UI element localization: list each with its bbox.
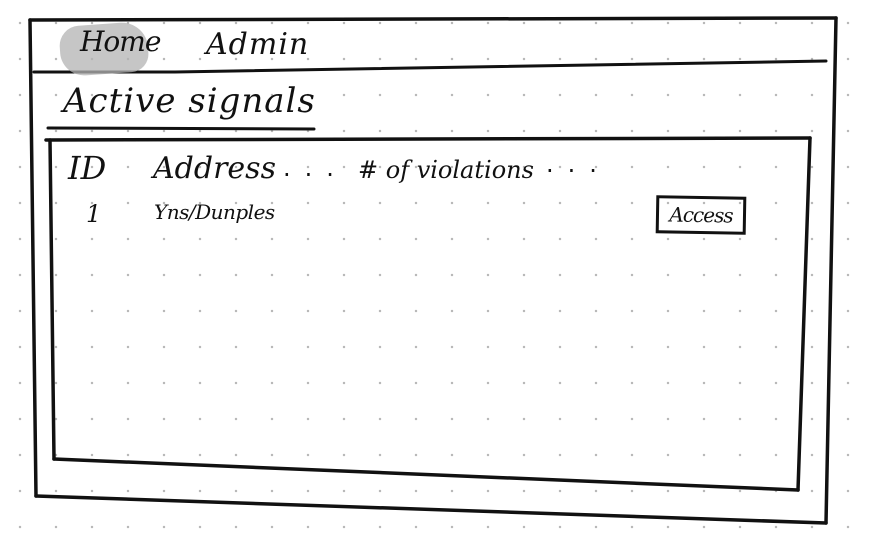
access-button[interactable]: Access <box>655 195 747 235</box>
table-row: 1 Yns/Dunples Access <box>68 195 768 244</box>
column-header-id: ID <box>68 149 107 187</box>
column-header-violations: # of violations <box>358 156 534 184</box>
nav-divider <box>32 59 828 74</box>
column-header-address: Address <box>153 151 276 186</box>
table-header: ID Address ... # of violations ... <box>68 150 788 190</box>
tab-admin[interactable]: Admin <box>206 27 310 62</box>
window-frame <box>28 16 838 22</box>
cell-id: 1 <box>86 200 102 228</box>
cell-address: Yns/Dunples <box>154 200 275 224</box>
table-frame <box>44 136 812 142</box>
page-title: Active signals <box>63 81 316 121</box>
title-underline <box>46 126 316 131</box>
tab-home[interactable]: Home <box>80 25 161 58</box>
column-ellipsis: ... <box>546 150 611 178</box>
column-ellipsis: ... <box>283 154 348 182</box>
